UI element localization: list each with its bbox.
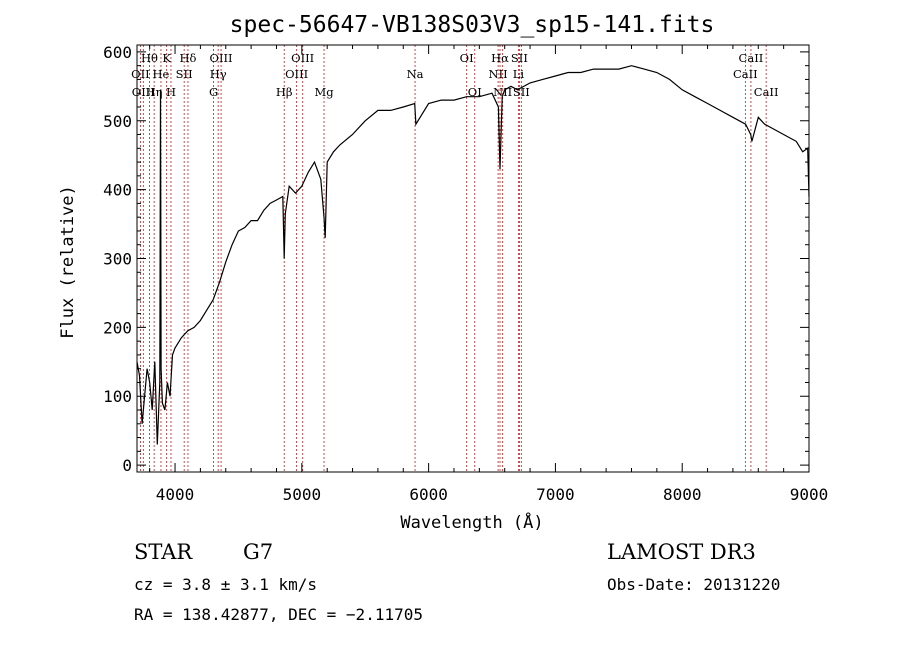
observation-date: Obs-Date: 20131220 — [607, 575, 781, 594]
spectral-line-label: Hδ — [179, 51, 196, 65]
axis-ticks: 4000 5000 6000 7000 8000 9000 0 100 200 300 400 500… — [103, 43, 828, 504]
spectral-line-label: OIII — [285, 67, 308, 81]
spectral-line-label: OIII — [291, 51, 314, 65]
spectral-line-label: SII — [511, 51, 528, 65]
y-tick-label: 200 — [103, 318, 132, 337]
spectral-line-label: NII — [489, 67, 508, 81]
object-class: STAR — [134, 540, 193, 564]
spectral-line-label: CaII — [733, 67, 758, 81]
spectrum-series-line — [136, 65, 810, 445]
spectral-line-label: OII — [131, 67, 150, 81]
chart-title: spec-56647-VB138S03V3_sp15-141.fits — [230, 12, 715, 38]
spectral-line-label: OI — [468, 85, 482, 99]
spectral-line-label: CaII — [739, 51, 764, 65]
spectral-line-label: SII — [513, 85, 530, 99]
y-tick-label: 100 — [103, 387, 132, 406]
spectral-line-labels: HθOIIOIIIHηHeKHSIIHδGOIIIHγHβOIIIOIIIMgN… — [131, 51, 778, 99]
survey-name: LAMOST DR3 — [607, 540, 756, 564]
spectral-line-label: Hθ — [141, 51, 158, 65]
y-tick-label: 600 — [103, 43, 132, 62]
spectral-line-label: CaII — [754, 85, 779, 99]
spectral-line-label: Hη — [146, 85, 163, 99]
x-tick-label: 6000 — [409, 485, 448, 504]
spectral-line-label: Mg — [314, 85, 334, 99]
spectral-line-label: OIII — [132, 85, 155, 99]
spectral-line-label: SII — [176, 67, 193, 81]
y-tick-label: 400 — [103, 181, 132, 200]
x-tick-label: 7000 — [536, 485, 575, 504]
spectral-line-label: OIII — [210, 51, 233, 65]
coordinates-readout: RA = 138.42877, DEC = −2.11705 — [134, 605, 423, 624]
spectral-line-label: Hα — [491, 51, 509, 65]
x-tick-label: 4000 — [156, 485, 195, 504]
x-tick-label: 5000 — [283, 485, 322, 504]
object-subclass: G7 — [243, 540, 274, 564]
y-tick-label: 0 — [122, 456, 132, 475]
spectral-line-markers — [140, 45, 767, 472]
y-tick-label: 300 — [103, 250, 132, 269]
x-tick-label: 9000 — [790, 485, 829, 504]
spectral-line-label: He — [153, 67, 170, 81]
y-tick-label: 500 — [103, 112, 132, 131]
spectral-line-label: H — [166, 85, 176, 99]
spectral-line-label: Li — [513, 67, 525, 81]
redshift-readout: cz = 3.8 ± 3.1 km/s — [134, 575, 318, 594]
spectral-line-label: Hβ — [276, 85, 293, 99]
spectral-line-label: OI — [460, 51, 474, 65]
y-axis-label: Flux (relative) — [58, 185, 78, 339]
plot-frame — [136, 44, 810, 473]
spectral-line-label: K — [162, 51, 171, 65]
x-tick-label: 8000 — [663, 485, 702, 504]
spectral-line-label: G — [209, 85, 218, 99]
x-axis-label: Wavelength (Å) — [400, 511, 543, 533]
spectral-line-label: Hγ — [210, 67, 227, 81]
spectral-line-label: Na — [407, 67, 424, 81]
